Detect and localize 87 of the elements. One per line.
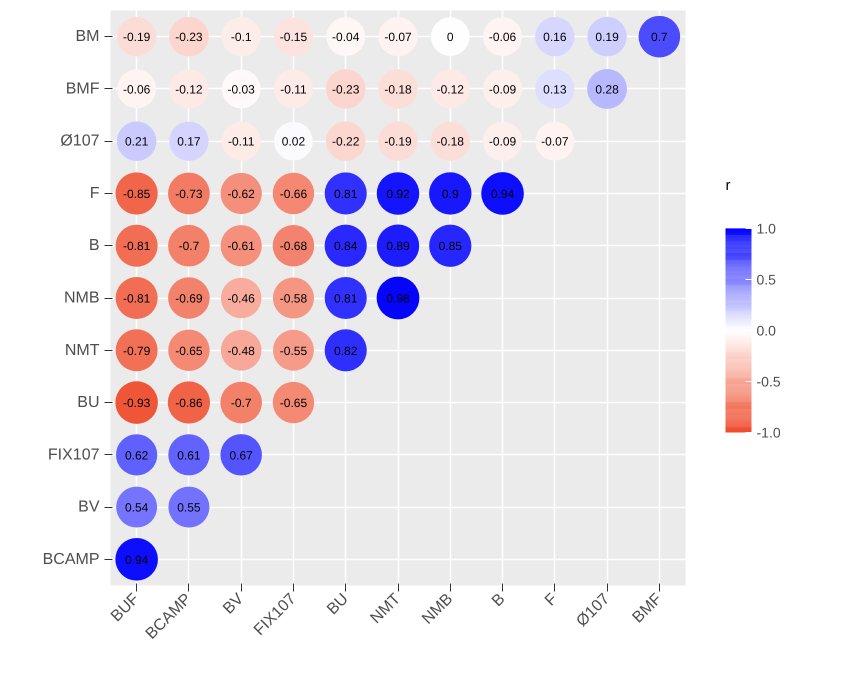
y-tick-label: NMB xyxy=(64,290,100,306)
y-tick-label: NMT xyxy=(64,342,100,359)
y-tick-label: F xyxy=(90,184,100,202)
x-tick-label: F xyxy=(542,590,561,610)
data-label: 0.67 xyxy=(230,448,254,462)
data-label: -0.19 xyxy=(122,30,151,44)
color-bar-label: -0.5 xyxy=(756,374,781,390)
data-label: -0.19 xyxy=(384,134,412,149)
data-label: -0.62 xyxy=(228,186,256,201)
data-label: -0.22 xyxy=(332,134,360,149)
data-label: 0.94 xyxy=(490,186,515,201)
data-label: 0.19 xyxy=(595,30,620,44)
y-tick-label: BM xyxy=(76,28,100,46)
data-label: 0.61 xyxy=(177,448,201,462)
data-label: -0.93 xyxy=(122,396,151,410)
data-label: 0.16 xyxy=(543,30,567,44)
y-tick-label: BU xyxy=(77,394,100,412)
data-label: -0.18 xyxy=(436,134,464,149)
data-label: -0.03 xyxy=(228,82,256,96)
data-label: -0.1 xyxy=(230,30,252,44)
data-label: -0.11 xyxy=(280,82,308,96)
x-tick-label: B xyxy=(488,590,509,610)
data-label: 0.62 xyxy=(124,448,149,462)
y-tick-label: B xyxy=(88,237,100,254)
data-label: -0.06 xyxy=(122,82,151,96)
data-label: -0.07 xyxy=(384,30,412,44)
data-label: -0.65 xyxy=(280,396,308,410)
data-label: 0.21 xyxy=(124,134,149,149)
data-label: -0.23 xyxy=(332,82,360,96)
y-tick-label: FIX107 xyxy=(48,446,100,464)
data-label: 0.28 xyxy=(595,82,620,96)
data-label: -0.65 xyxy=(175,344,203,358)
data-label: 0.17 xyxy=(177,134,201,149)
data-label: 0.54 xyxy=(124,500,149,515)
data-label: -0.06 xyxy=(488,30,517,44)
data-label: -0.48 xyxy=(228,344,256,358)
data-label: 0.81 xyxy=(334,186,358,201)
data-label: -0.04 xyxy=(332,30,360,44)
data-label: -0.18 xyxy=(384,82,412,96)
data-label: 0.13 xyxy=(543,82,567,96)
data-label: -0.09 xyxy=(488,82,517,96)
data-label: -0.58 xyxy=(280,292,308,306)
data-label: 0.85 xyxy=(438,239,462,254)
data-label: -0.23 xyxy=(175,30,203,44)
color-bar-label: 0.0 xyxy=(756,322,776,338)
data-label: -0.68 xyxy=(280,239,308,254)
data-label: -0.55 xyxy=(280,344,308,358)
data-label: 0.94 xyxy=(124,552,149,567)
data-label: -0.73 xyxy=(175,186,203,201)
y-tick-label: Ø107 xyxy=(60,132,100,150)
data-label: -0.86 xyxy=(175,396,203,410)
data-label: -0.66 xyxy=(280,186,308,201)
data-label: -0.69 xyxy=(175,292,203,306)
data-label: 0.89 xyxy=(386,239,410,254)
color-bar-label: 1.0 xyxy=(756,220,776,236)
data-label: 0.7 xyxy=(651,30,668,44)
data-label: -0.81 xyxy=(122,239,151,254)
data-label: -0.79 xyxy=(122,344,151,358)
x-tick-label: BV xyxy=(220,590,248,618)
data-label: -0.12 xyxy=(175,82,203,96)
data-label: 0.55 xyxy=(177,500,201,515)
data-label: -0.11 xyxy=(228,134,255,149)
data-label: -0.15 xyxy=(280,30,308,44)
color-bar-label: -1.0 xyxy=(756,424,781,441)
y-tick-label: BV xyxy=(78,498,100,516)
data-label: 0.98 xyxy=(386,292,410,306)
data-label: 0.9 xyxy=(442,186,459,201)
data-label: -0.85 xyxy=(122,186,151,201)
data-label: -0.12 xyxy=(436,82,464,96)
data-label: -0.81 xyxy=(122,292,151,306)
data-label: 0.82 xyxy=(334,344,358,358)
data-label: -0.7 xyxy=(178,239,200,254)
data-label: 0.92 xyxy=(386,186,410,201)
x-tick-label: BU xyxy=(324,590,352,618)
data-label: 0.02 xyxy=(282,134,306,149)
y-tick-label: BMF xyxy=(66,80,100,98)
data-label: 0.81 xyxy=(334,292,358,306)
data-label: -0.09 xyxy=(488,134,517,149)
data-label: 0 xyxy=(446,30,454,44)
data-label: -0.61 xyxy=(228,239,256,254)
data-label: -0.46 xyxy=(228,292,256,306)
data-label: 0.84 xyxy=(334,239,358,254)
color-bar-title: r xyxy=(726,176,730,194)
y-tick-label: BCAMP xyxy=(42,550,100,568)
data-label: -0.07 xyxy=(541,134,569,149)
data-label: -0.7 xyxy=(230,396,252,410)
color-bar-label: 0.5 xyxy=(756,271,776,288)
